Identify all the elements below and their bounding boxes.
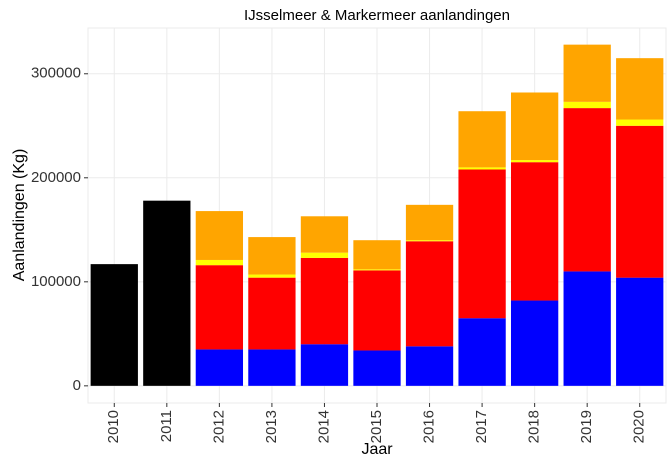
x-tick-label: 2012 bbox=[210, 410, 227, 443]
bar-segment bbox=[248, 277, 296, 350]
bar-segment bbox=[300, 216, 349, 253]
bar-segment bbox=[300, 252, 349, 258]
bar-segment bbox=[510, 160, 559, 163]
bar-segment bbox=[143, 200, 191, 386]
bar-segment bbox=[195, 259, 244, 266]
bar-segment bbox=[195, 265, 244, 350]
bar-segment bbox=[510, 162, 559, 301]
bar-segment bbox=[616, 125, 664, 278]
x-tick-label: 2017 bbox=[473, 410, 490, 443]
bar-segment bbox=[458, 167, 506, 170]
bar-segment bbox=[563, 44, 611, 102]
x-tick-label: 2018 bbox=[526, 410, 543, 443]
bar-segment bbox=[510, 92, 559, 161]
y-tick-label: 100000 bbox=[31, 273, 81, 290]
bar-segment bbox=[248, 237, 296, 275]
bar-segment bbox=[300, 257, 349, 345]
bar-segment bbox=[616, 58, 664, 120]
bar-segment bbox=[563, 101, 611, 109]
x-tick-label: 2014 bbox=[315, 410, 332, 443]
x-tick-label: 2011 bbox=[158, 410, 175, 442]
bar-segment bbox=[510, 300, 559, 386]
x-tick-label: 2015 bbox=[368, 410, 385, 443]
bar-segment bbox=[353, 269, 401, 271]
chart-title: IJsselmeer & Markermeer aanlandingen bbox=[244, 7, 510, 24]
bar-segment bbox=[248, 274, 296, 278]
bar-segment bbox=[195, 211, 244, 260]
bar-segment bbox=[563, 271, 611, 386]
y-tick-label: 200000 bbox=[31, 169, 81, 186]
bar-segment bbox=[616, 119, 664, 126]
bar-segment bbox=[616, 277, 664, 386]
bar-segment bbox=[300, 344, 349, 386]
x-axis-title: Jaar bbox=[361, 441, 393, 458]
bar-segment bbox=[405, 240, 454, 242]
bar-segment bbox=[353, 270, 401, 351]
bar-segment bbox=[405, 346, 454, 386]
bar-segment bbox=[458, 111, 506, 168]
x-tick-label: 2010 bbox=[105, 410, 122, 443]
bar-segment bbox=[405, 204, 454, 241]
x-tick-label: 2019 bbox=[578, 410, 595, 443]
bar-segment bbox=[353, 350, 401, 386]
bar-segment bbox=[458, 318, 506, 386]
bar-segment bbox=[90, 264, 138, 386]
bar-segment bbox=[248, 349, 296, 386]
x-tick-label: 2016 bbox=[421, 410, 438, 443]
y-tick-label: 300000 bbox=[31, 65, 81, 82]
x-tick-label: 2020 bbox=[631, 410, 648, 443]
bar-segment bbox=[353, 240, 401, 270]
bar-segment bbox=[405, 241, 454, 347]
bar-segment bbox=[458, 169, 506, 319]
y-tick-label: 0 bbox=[73, 377, 81, 394]
y-axis-title: Aanlandingen (Kg) bbox=[11, 149, 28, 282]
bar-segment bbox=[195, 349, 244, 386]
x-tick-label: 2013 bbox=[263, 410, 280, 443]
bar-segment bbox=[563, 108, 611, 272]
